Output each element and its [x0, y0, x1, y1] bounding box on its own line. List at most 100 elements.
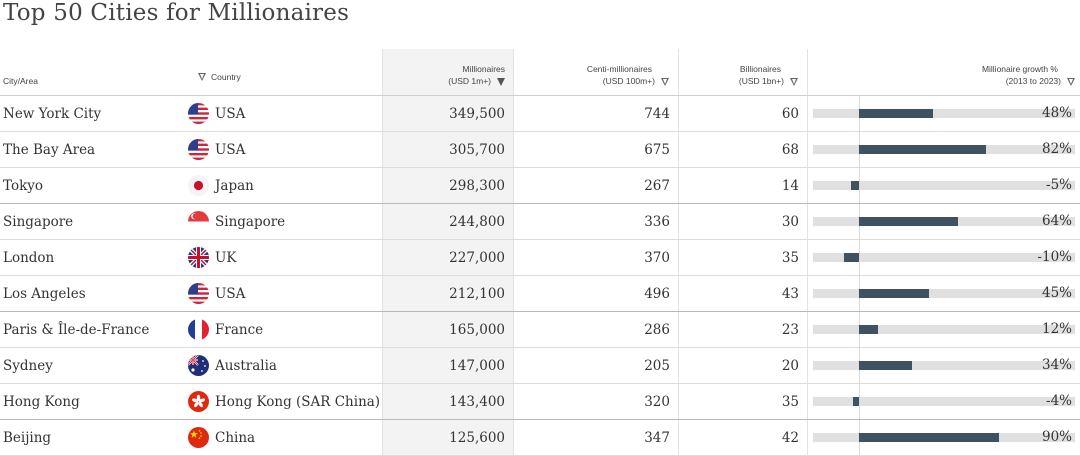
billionaires-cell: 23	[679, 312, 808, 348]
centi-millionaires-cell: 320	[514, 384, 679, 420]
growth-percent: 64%	[1042, 204, 1072, 239]
growth-bar	[851, 181, 859, 190]
city-cell: The Bay Area	[0, 132, 182, 168]
centi-millionaires-cell: 370	[514, 240, 679, 276]
growth-bar	[859, 325, 878, 334]
us-flag	[188, 103, 209, 124]
column-header-centi-millionaires[interactable]: Centi-millionaires (USD 100m+)	[514, 49, 679, 96]
growth-bar-track	[813, 109, 1075, 118]
cn-flag	[188, 427, 209, 448]
column-header-billionaires[interactable]: Billionaires (USD 1bn+)	[679, 49, 808, 96]
millionaires-header-label: Millionaires	[387, 63, 505, 75]
growth-bar-track	[813, 289, 1075, 298]
country-header-label: Country	[211, 71, 241, 83]
growth-percent: 48%	[1042, 96, 1072, 131]
centi-header-label: Centi-millionaires	[518, 63, 670, 75]
table-row: Beijing China 125,600 347 42 90%	[0, 420, 1080, 456]
table-row: Hong Kong Hong Kong (SAR China) 143,400 …	[0, 384, 1080, 420]
au-flag	[188, 355, 209, 376]
growth-header-label: Millionaire growth %	[812, 63, 1076, 75]
sg-flag	[188, 211, 209, 232]
millionaires-cell: 143,400	[383, 384, 514, 420]
growth-bar	[859, 361, 912, 370]
city-cell: Paris & Île-de-France	[0, 312, 182, 348]
filter-icon[interactable]	[198, 73, 207, 81]
us-flag	[188, 139, 209, 160]
billionaires-cell: 43	[679, 276, 808, 312]
growth-zero-line	[859, 168, 860, 203]
table-row: New York City USA 349,500 744 60 48%	[0, 96, 1080, 132]
millionaires-cell: 165,000	[383, 312, 514, 348]
column-header-country[interactable]: Country	[182, 49, 383, 96]
centi-millionaires-cell: 744	[514, 96, 679, 132]
country-cell: UK	[215, 250, 236, 266]
city-cell: Sydney	[0, 348, 182, 384]
city-cell: Los Angeles	[0, 276, 182, 312]
column-header-city[interactable]: City/Area	[0, 49, 182, 96]
city-cell: Singapore	[0, 204, 182, 240]
centi-millionaires-cell: 675	[514, 132, 679, 168]
growth-percent: 12%	[1042, 312, 1072, 347]
country-cell: Hong Kong (SAR China)	[215, 394, 380, 410]
millionaires-cell: 212,100	[383, 276, 514, 312]
table-row: The Bay Area USA 305,700 675 68 82%	[0, 132, 1080, 168]
growth-percent: -5%	[1046, 168, 1072, 203]
growth-zero-line	[859, 240, 860, 275]
city-cell: New York City	[0, 96, 182, 132]
growth-zero-line	[859, 384, 860, 419]
growth-bar	[859, 289, 929, 298]
billionaires-cell: 42	[679, 420, 808, 456]
sort-icon[interactable]	[790, 78, 799, 86]
table-row: Singapore Singapore 244,800 336 30 64%	[0, 204, 1080, 240]
country-cell: France	[215, 322, 263, 338]
billionaires-cell: 60	[679, 96, 808, 132]
city-cell: London	[0, 240, 182, 276]
country-cell: USA	[215, 106, 245, 122]
country-cell: Singapore	[215, 214, 285, 230]
column-header-growth[interactable]: Millionaire growth % (2013 to 2023)	[808, 49, 1080, 96]
table-row: Paris & Île-de-France France 165,000 286…	[0, 312, 1080, 348]
table-header-row: City/Area Country Millionaires (USD 1m+)…	[0, 49, 1080, 96]
sort-icon[interactable]	[1067, 78, 1076, 86]
millionaires-header-sublabel: (USD 1m+)	[448, 76, 491, 86]
growth-percent: -10%	[1037, 240, 1072, 275]
centi-millionaires-cell: 496	[514, 276, 679, 312]
table-row: London UK 227,000 370 35 -10%	[0, 240, 1080, 276]
billionaires-cell: 14	[679, 168, 808, 204]
country-cell: China	[215, 430, 255, 446]
city-cell: Tokyo	[0, 168, 182, 204]
growth-percent: 82%	[1042, 132, 1072, 167]
country-cell: Australia	[215, 358, 277, 374]
us-flag	[188, 283, 209, 304]
fr-flag	[188, 319, 209, 340]
growth-percent: 90%	[1042, 420, 1072, 455]
growth-bar	[859, 145, 986, 154]
millionaires-cell: 298,300	[383, 168, 514, 204]
millionaires-cell: 349,500	[383, 96, 514, 132]
sort-desc-icon[interactable]	[497, 78, 505, 86]
country-cell: USA	[215, 142, 245, 158]
billionaires-header-label: Billionaires	[683, 63, 799, 75]
sort-icon[interactable]	[661, 78, 670, 86]
millionaires-cell: 147,000	[383, 348, 514, 384]
millionaires-cell: 125,600	[383, 420, 514, 456]
growth-header-sublabel: (2013 to 2023)	[1006, 76, 1061, 86]
billionaires-cell: 20	[679, 348, 808, 384]
millionaires-cell: 227,000	[383, 240, 514, 276]
millionaires-cell: 244,800	[383, 204, 514, 240]
table-row: Tokyo Japan 298,300 267 14 -5%	[0, 168, 1080, 204]
growth-bar-track	[813, 325, 1075, 334]
growth-bar	[859, 433, 999, 442]
centi-millionaires-cell: 267	[514, 168, 679, 204]
growth-bar	[859, 217, 958, 226]
table-row: Sydney Australia 147,000 205 20 34%	[0, 348, 1080, 384]
hk-flag	[188, 391, 209, 412]
table-row: Los Angeles USA 212,100 496 43 45%	[0, 276, 1080, 312]
city-cell: Hong Kong	[0, 384, 182, 420]
billionaires-cell: 30	[679, 204, 808, 240]
cities-table: City/Area Country Millionaires (USD 1m+)…	[0, 49, 1080, 456]
column-header-millionaires[interactable]: Millionaires (USD 1m+)	[383, 49, 514, 96]
billionaires-cell: 35	[679, 384, 808, 420]
growth-percent: 45%	[1042, 276, 1072, 311]
centi-millionaires-cell: 347	[514, 420, 679, 456]
